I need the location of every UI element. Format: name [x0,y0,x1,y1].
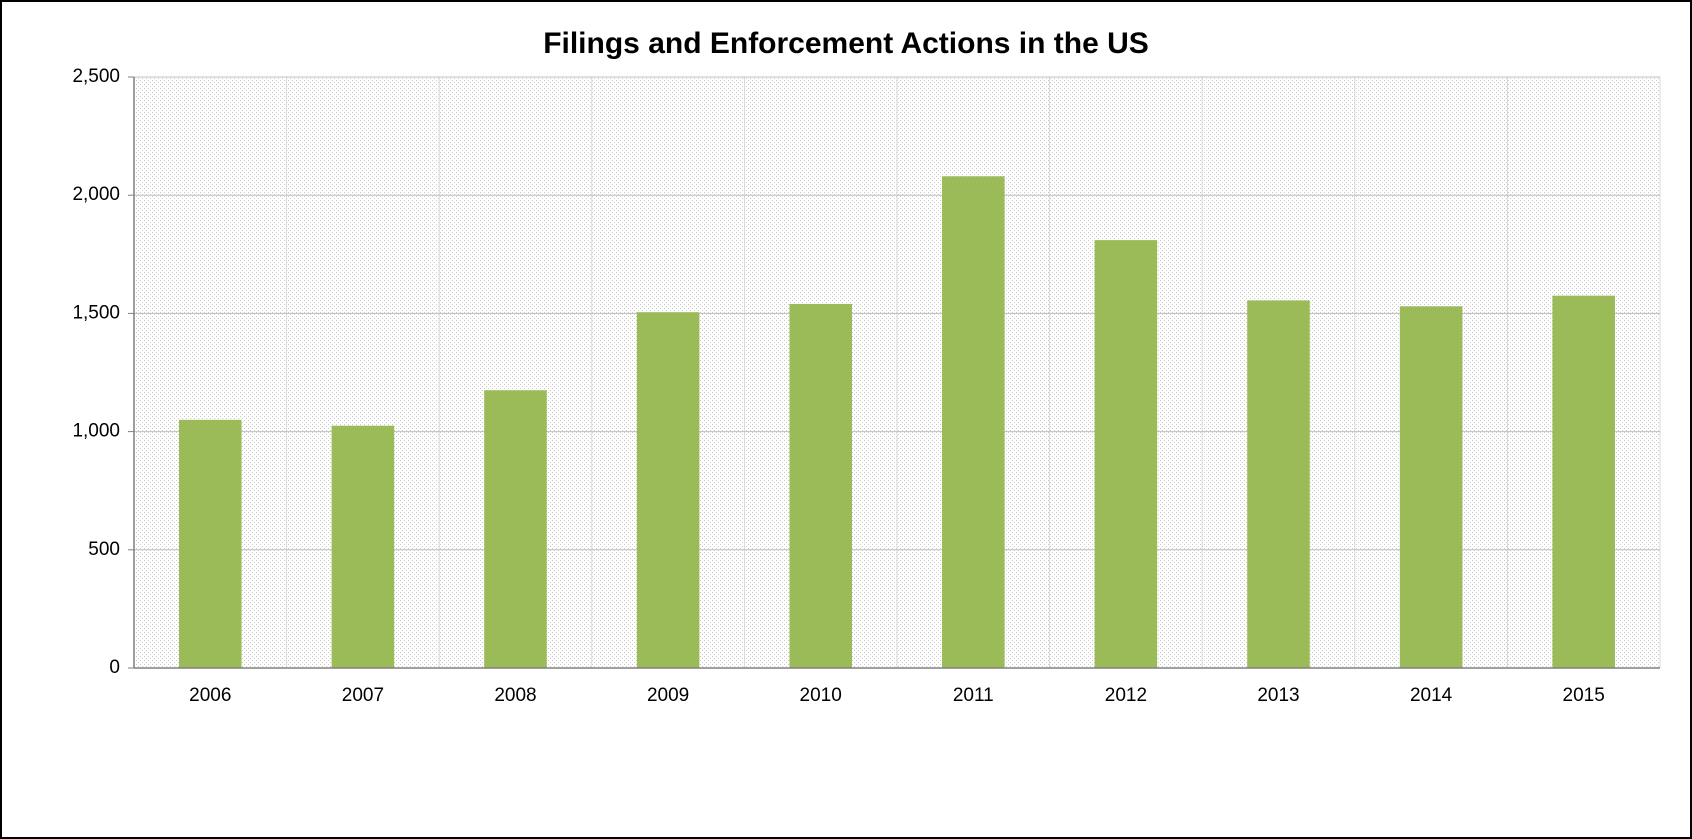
x-tick-label: 2015 [1563,685,1605,706]
x-tick-label: 2008 [494,685,536,706]
bar [636,312,700,668]
y-tick-label: 1,000 [72,421,120,442]
y-tick-label: 2,000 [72,184,120,205]
x-tick-label: 2010 [800,685,842,706]
x-tick-label: 2014 [1410,685,1453,706]
y-tick-label: 1,500 [72,302,120,323]
x-tick-label: 2007 [342,685,384,706]
x-tick-label: 2006 [189,685,231,706]
bar [1399,306,1463,668]
bar [484,390,547,668]
x-tick-label: 2009 [647,685,689,706]
chart-title: Filings and Enforcement Actions in the U… [543,27,1149,60]
bar [942,176,1005,668]
y-tick-label: 500 [88,539,120,560]
bar [789,303,852,668]
bar [1552,295,1615,668]
x-tick-label: 2011 [953,685,994,706]
bar [179,419,242,668]
bar [331,425,395,668]
y-tick-label: 2,500 [72,66,120,87]
x-tick-label: 2012 [1105,685,1147,706]
bar [1247,300,1310,668]
bar [1094,240,1158,668]
x-tick-label: 2013 [1257,685,1299,706]
y-tick-label: 0 [109,657,120,678]
